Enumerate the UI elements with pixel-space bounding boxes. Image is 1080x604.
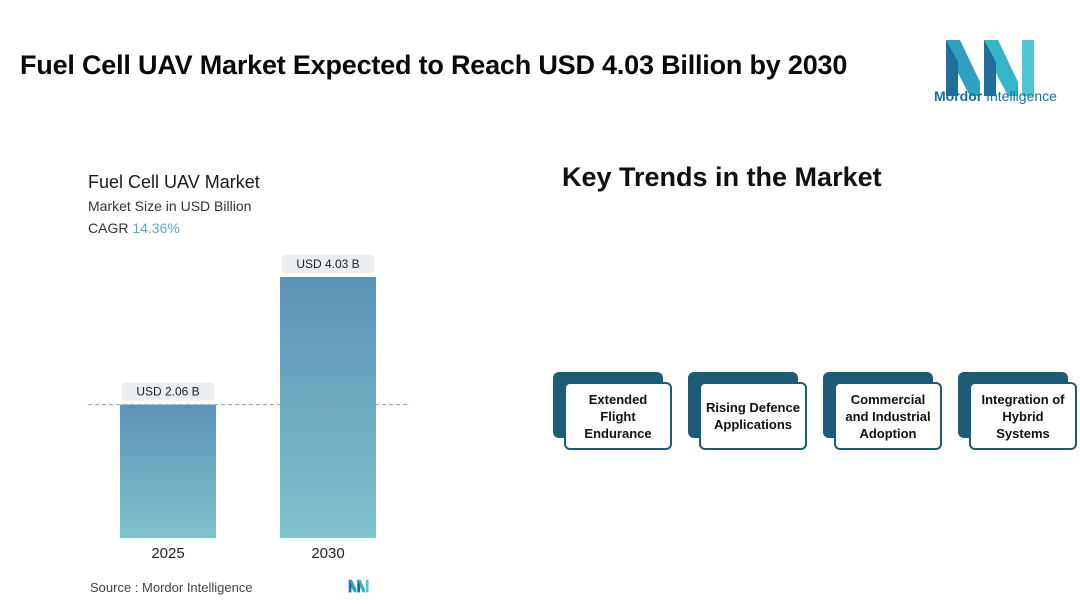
trends-title: Key Trends in the Market [562,162,882,192]
data-label: USD 2.06 B [136,385,199,399]
page-title: Fuel Cell UAV Market Expected to Reach U… [20,50,848,80]
mordor-logo [946,40,1034,96]
bar-2030 [280,277,376,538]
trend-card-extended-flight-endurance: Extended Flight Endurance [553,372,675,454]
x-tick-label: 2025 [151,545,184,562]
trend-card-front: Integration of Hybrid Systems [969,382,1077,450]
data-label-bg [122,382,214,401]
trend-label: Extended Flight Endurance [584,391,652,441]
bar-2025 [120,404,216,538]
cagr-line: CAGR 14.36% [88,220,180,236]
data-label-bg [282,255,374,273]
source-note: Source : Mordor Intelligence [90,580,253,595]
trend-card-front: Rising Defence Applications [699,382,807,450]
cagr-value: 14.36% [132,220,180,236]
trend-card-rising-defence: Rising Defence Applications [688,372,810,454]
trend-card-commercial-industrial: Commercial and Industrial Adoption [823,372,945,454]
trend-card-front: Commercial and Industrial Adoption [834,382,942,450]
chart-subtitle: Market Size in USD Billion [88,198,252,214]
chart-title: Fuel Cell UAV Market [88,172,260,192]
trend-label: Integration of Hybrid Systems [981,391,1065,441]
data-label: USD 4.03 B [296,257,359,271]
trend-card-front: Extended Flight Endurance [564,382,672,450]
logo-wordmark: Mordor Intelligence [934,88,1057,104]
trend-label: Rising Defence Applications [706,400,800,432]
bar-chart: USD 2.06 B 2025 USD 4.03 B 2030 [88,255,410,562]
mordor-small-logo [348,579,369,593]
trend-card-hybrid-systems: Integration of Hybrid Systems [958,372,1080,454]
trend-label: Commercial and Industrial Adoption [845,391,931,441]
x-tick-label: 2030 [311,545,344,562]
